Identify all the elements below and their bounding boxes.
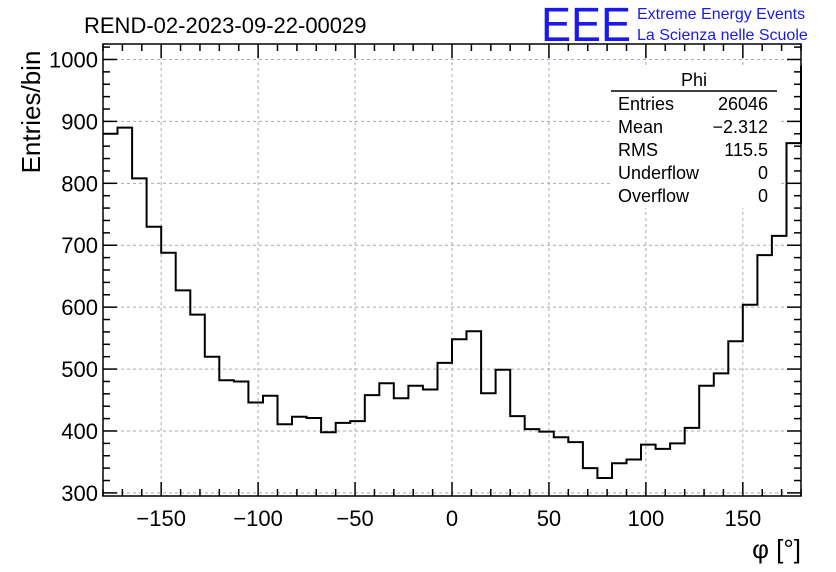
stats-row-label: Entries xyxy=(618,94,674,114)
stats-row-value: 0 xyxy=(758,163,768,183)
histogram-bin xyxy=(743,305,758,496)
histogram-bin xyxy=(190,315,205,496)
stats-row-value: −2.312 xyxy=(712,117,768,137)
histogram-bin xyxy=(350,421,365,496)
axis-ticks xyxy=(102,44,802,496)
histogram-bin xyxy=(627,459,642,496)
y-tick-label: 400 xyxy=(61,419,98,444)
histogram-outline xyxy=(103,65,802,479)
chart-title: REND-02-2023-09-22-00029 xyxy=(84,13,367,38)
stats-title: Phi xyxy=(681,70,707,90)
histogram-bin xyxy=(772,236,787,496)
y-tick-label: 500 xyxy=(61,357,98,382)
stats-box: Phi Entries 26046 Mean −2.312 RMS 115.5 Underf… xyxy=(610,68,778,208)
histogram-bin xyxy=(408,386,423,496)
tick-labels: −150 −100 −50 0 50 100 150 300 400 500 600 700 800 90… xyxy=(49,47,761,531)
histogram-bin xyxy=(365,395,380,496)
y-tick-label: 800 xyxy=(61,171,98,196)
histogram-bin xyxy=(234,381,249,496)
histogram-bin xyxy=(510,416,525,496)
histogram-bin xyxy=(539,432,554,496)
logo-mark: EEE xyxy=(541,0,631,52)
histogram-bin xyxy=(205,357,220,496)
histogram-bin xyxy=(612,463,627,496)
stats-row-label: Underflow xyxy=(618,163,700,183)
histogram-bin xyxy=(452,339,467,496)
stats-row-label: Mean xyxy=(618,117,663,137)
histogram xyxy=(103,65,802,496)
y-tick-label: 300 xyxy=(61,481,98,506)
x-tick-label: 50 xyxy=(537,506,561,531)
stats-row-value: 26046 xyxy=(718,94,768,114)
y-tick-label: 700 xyxy=(61,233,98,258)
histogram-bin xyxy=(219,380,234,496)
stats-row-value: 0 xyxy=(758,186,768,206)
y-tick-label: 900 xyxy=(61,109,98,134)
x-axis-label: φ [°] xyxy=(752,534,801,564)
logo-line-2: La Scienza nelle Scuole xyxy=(637,27,808,44)
y-axis-label: Entries/bin xyxy=(16,51,46,174)
histogram-bin xyxy=(525,429,540,496)
histogram-bin xyxy=(263,396,278,496)
histogram-bin xyxy=(670,443,685,496)
histogram-bin xyxy=(394,398,409,496)
x-tick-label: −50 xyxy=(336,506,373,531)
grid-lines xyxy=(103,44,801,496)
histogram-bin xyxy=(147,227,162,496)
histogram-bin xyxy=(176,290,191,496)
x-tick-label: −100 xyxy=(233,506,283,531)
histogram-bin xyxy=(423,390,438,496)
histogram-bin xyxy=(583,468,598,496)
histogram-bin xyxy=(379,383,394,496)
histogram-bin xyxy=(103,134,118,496)
histogram-bin xyxy=(757,255,772,496)
logo-line-1: Extreme Energy Events xyxy=(637,6,805,23)
histogram-bin xyxy=(321,432,336,496)
histogram-bin xyxy=(728,341,743,496)
y-tick-label: 600 xyxy=(61,295,98,320)
histogram-bin xyxy=(336,423,351,496)
histogram-bin xyxy=(656,449,671,496)
histogram-bin xyxy=(248,403,263,496)
histogram-bin xyxy=(437,363,452,496)
histogram-bin xyxy=(714,373,729,496)
histogram-bin xyxy=(467,331,482,496)
histogram-bin xyxy=(641,445,656,496)
x-tick-label: 150 xyxy=(724,506,761,531)
x-tick-label: −150 xyxy=(136,506,186,531)
stats-row-value: 115.5 xyxy=(724,140,768,160)
histogram-bin xyxy=(685,428,700,496)
histogram-bin xyxy=(132,178,147,496)
histogram-bin xyxy=(307,418,322,496)
histogram-bin xyxy=(699,386,714,496)
histogram-bin xyxy=(278,424,293,496)
x-tick-label: 0 xyxy=(446,506,458,531)
histogram-bin xyxy=(568,442,583,496)
eee-logo: EEE Extreme Energy Events La Scienza nel… xyxy=(541,0,808,52)
y-tick-label: 1000 xyxy=(49,47,98,72)
histogram-bin xyxy=(481,393,496,496)
histogram-bin xyxy=(161,253,176,496)
stats-rows: Entries 26046 Mean −2.312 RMS 115.5 Underflow 0… xyxy=(618,94,768,206)
histogram-bin xyxy=(496,370,511,496)
histogram-bin xyxy=(554,437,569,496)
stats-row-label: RMS xyxy=(618,140,658,160)
histogram-bin xyxy=(292,417,307,496)
x-tick-label: 100 xyxy=(628,506,665,531)
stats-row-label: Overflow xyxy=(618,186,690,206)
